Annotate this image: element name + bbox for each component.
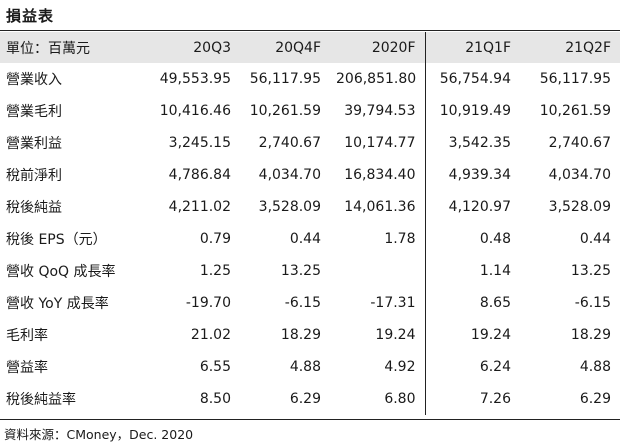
table-cell: 10,261.59: [249, 103, 321, 119]
header-cell-unit: 單位：百萬元: [0, 32, 152, 63]
table-title: 損益表: [6, 7, 55, 25]
table-row: 稅後 EPS（元） 0.79 0.44 1.78 0.48 0.44: [0, 223, 620, 255]
header-cell-21q2f: 21Q2F: [520, 32, 620, 63]
table-cell: 3,542.35: [424, 127, 520, 159]
row-label: 營業收入: [6, 72, 62, 88]
table-cell: 4,211.02: [168, 199, 231, 215]
table-cell: 8.50: [199, 391, 231, 407]
table-cell: 0.79: [199, 231, 231, 247]
table-row: 營業利益 3,245.15 2,740.67 10,174.77 3,542.3…: [0, 127, 620, 159]
table-row: 營業收入 49,553.95 56,117.95 206,851.80 56,7…: [0, 63, 620, 95]
table-cell: -6.15: [574, 295, 611, 311]
top-rule: [0, 30, 620, 31]
row-label: 營收 YoY 成長率: [6, 296, 109, 312]
table-row: 營收 YoY 成長率 -19.70 -6.15 -17.31 8.65 -6.1…: [0, 287, 620, 319]
table-cell: 0.48: [424, 223, 520, 255]
table-cell: -19.70: [185, 295, 231, 311]
table-cell: 18.29: [280, 327, 321, 343]
table-cell: 0.44: [579, 231, 611, 247]
table-cell: 6.29: [289, 391, 321, 407]
row-label: 營收 QoQ 成長率: [6, 264, 116, 280]
table-cell: 56,754.94: [424, 63, 520, 95]
table-cell: -6.15: [284, 295, 321, 311]
row-label: 稅前淨利: [6, 168, 62, 184]
bottom-rule: [0, 419, 620, 420]
table-cell: 4,120.97: [424, 191, 520, 223]
table-cell: 10,416.46: [159, 103, 231, 119]
table-cell: 1.14: [424, 255, 520, 287]
table-cell: 7.26: [424, 383, 520, 415]
row-label: 營業利益: [6, 136, 62, 152]
table-row: 營益率 6.55 4.88 4.92 6.24 4.88: [0, 351, 620, 383]
header-cell-20q3: 20Q3: [152, 32, 240, 63]
table-cell: 56,117.95: [539, 71, 611, 87]
table-cell: 206,851.80: [336, 71, 417, 87]
header-cell-2020f: 2020F: [330, 32, 425, 63]
table-cell: 6.24: [424, 351, 520, 383]
table-cell: 4,034.70: [258, 167, 321, 183]
table-row: 稅後純益率 8.50 6.29 6.80 7.26 6.29: [0, 383, 620, 415]
table-row: 毛利率 21.02 18.29 19.24 19.24 18.29: [0, 319, 620, 351]
table-cell: 13.25: [570, 263, 611, 279]
table-cell: 6.80: [384, 391, 416, 407]
row-label: 稅後純益率: [6, 392, 76, 408]
table-cell: [330, 255, 425, 287]
table-row: 營收 QoQ 成長率 1.25 13.25 1.14 13.25: [0, 255, 620, 287]
table-cell: 16,834.40: [344, 167, 416, 183]
row-label: 營業毛利: [6, 104, 62, 120]
table-cell: 6.29: [579, 391, 611, 407]
table-cell: 1.78: [384, 231, 416, 247]
row-label: 毛利率: [6, 328, 48, 344]
row-label: 稅後 EPS（元）: [6, 232, 107, 248]
table-cell: 18.29: [570, 327, 611, 343]
table-cell: 13.25: [280, 263, 321, 279]
table-cell: 19.24: [375, 327, 416, 343]
row-label: 稅後純益: [6, 200, 62, 216]
table-cell: 0.44: [289, 231, 321, 247]
row-label: 營益率: [6, 360, 48, 376]
table-cell: 4,786.84: [168, 167, 231, 183]
table-cell: 1.25: [199, 263, 231, 279]
table-cell: 3,528.09: [258, 199, 321, 215]
header-cell-20q4f: 20Q4F: [240, 32, 330, 63]
table-cell: 2,740.67: [548, 135, 611, 151]
header-cell-21q1f: 21Q1F: [424, 32, 520, 63]
table-cell: 6.55: [199, 359, 231, 375]
table-cell: 4,034.70: [548, 167, 611, 183]
table-row: 稅後純益 4,211.02 3,528.09 14,061.36 4,120.9…: [0, 191, 620, 223]
table-cell: 19.24: [424, 319, 520, 351]
table-cell: -17.31: [370, 295, 416, 311]
table-cell: 4.92: [384, 359, 416, 375]
table-cell: 2,740.67: [258, 135, 321, 151]
table-cell: 3,528.09: [548, 199, 611, 215]
table-cell: 49,553.95: [159, 71, 231, 87]
table-cell: 4,939.34: [424, 159, 520, 191]
table-cell: 39,794.53: [344, 103, 416, 119]
source-note: 資料來源：CMoney，Dec. 2020: [4, 427, 194, 442]
table-cell: 4.88: [579, 359, 611, 375]
table-cell: 3,245.15: [168, 135, 231, 151]
table-cell: 10,174.77: [344, 135, 416, 151]
table-cell: 21.02: [190, 327, 231, 343]
table-cell: 8.65: [424, 287, 520, 319]
header-row: 單位：百萬元 20Q3 20Q4F 2020F 21Q1F 21Q2F: [0, 32, 620, 63]
income-statement-table: 單位：百萬元 20Q3 20Q4F 2020F 21Q1F 21Q2F 營業收入…: [0, 32, 620, 415]
table-cell: 14,061.36: [344, 199, 416, 215]
table-row: 稅前淨利 4,786.84 4,034.70 16,834.40 4,939.3…: [0, 159, 620, 191]
table-cell: 4.88: [289, 359, 321, 375]
table-cell: 56,117.95: [249, 71, 321, 87]
table-cell: 10,919.49: [424, 95, 520, 127]
table-cell: 10,261.59: [539, 103, 611, 119]
table-row: 營業毛利 10,416.46 10,261.59 39,794.53 10,91…: [0, 95, 620, 127]
